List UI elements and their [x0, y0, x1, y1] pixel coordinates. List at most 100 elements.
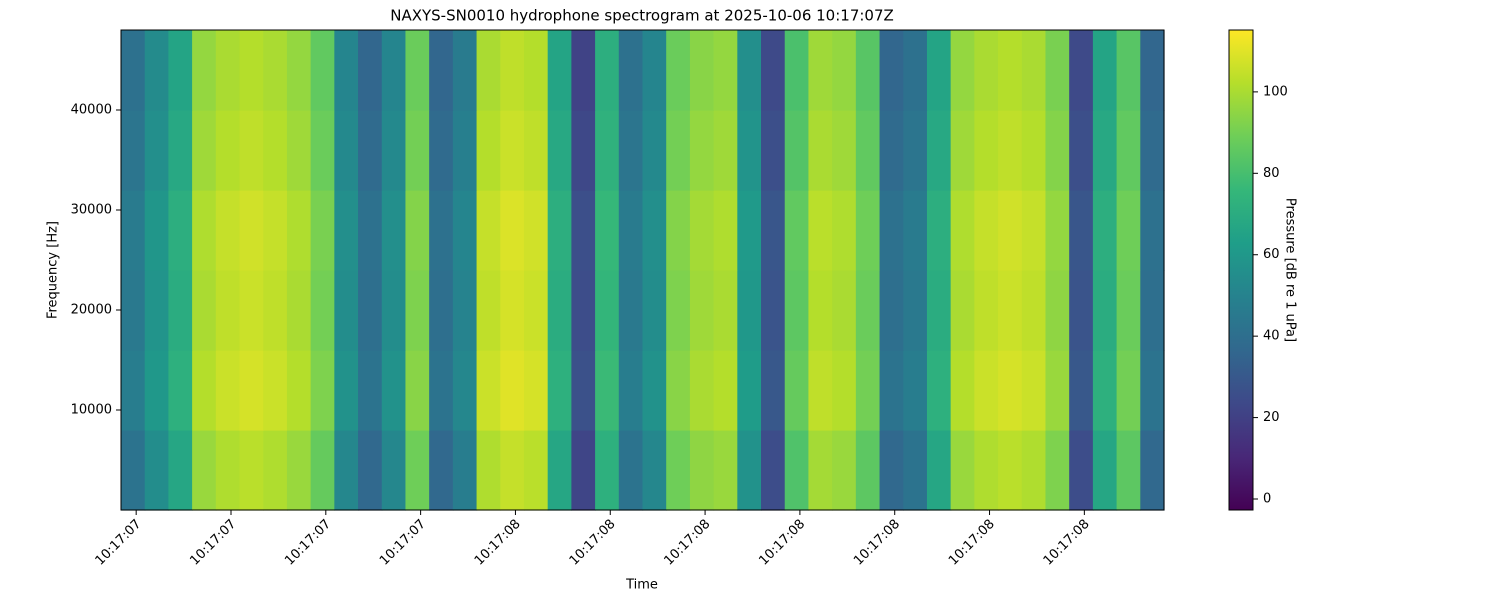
cell [1021, 30, 1047, 111]
cell [761, 190, 786, 271]
cell [547, 430, 572, 511]
cell [642, 190, 667, 271]
cell [855, 350, 881, 431]
cell [595, 190, 620, 271]
cell [737, 430, 762, 511]
cell [950, 190, 975, 271]
cell [666, 110, 691, 191]
cell [286, 270, 312, 351]
cell [215, 30, 241, 111]
cell [500, 430, 525, 511]
cell [547, 190, 572, 271]
cell [144, 350, 170, 431]
cell [926, 430, 952, 511]
cell [381, 110, 407, 191]
y-axis-label: Frequency [Hz] [46, 221, 61, 319]
cell [358, 30, 383, 111]
cell [310, 430, 335, 511]
cell [950, 110, 975, 191]
cell [452, 350, 478, 431]
x-axis-label: Time [625, 578, 658, 593]
cell [998, 30, 1023, 111]
cell [334, 30, 359, 111]
cell [879, 30, 904, 111]
cell [1092, 190, 1118, 271]
cell [784, 350, 810, 431]
cell [239, 350, 264, 431]
cell [832, 30, 857, 111]
cell [452, 190, 478, 271]
cell [950, 270, 975, 351]
cell [926, 270, 952, 351]
cell [1045, 190, 1070, 271]
cell [358, 190, 383, 271]
cell [737, 110, 762, 191]
cell [358, 430, 383, 511]
cell [405, 110, 430, 191]
cell [168, 30, 193, 111]
cell [263, 350, 288, 431]
cell [476, 110, 501, 191]
cell [500, 270, 525, 351]
x-tick-label: 10:17:08 [567, 517, 619, 569]
cell [737, 190, 762, 271]
cell [523, 270, 549, 351]
cell [689, 430, 715, 511]
y-tick-label: 30000 [71, 203, 112, 218]
cell [808, 30, 833, 111]
cell [998, 270, 1023, 351]
cell [286, 190, 312, 271]
cell [1045, 350, 1070, 431]
cell [713, 350, 738, 431]
cell [974, 430, 999, 511]
cell [334, 350, 359, 431]
cell [1092, 430, 1118, 511]
cell [547, 270, 572, 351]
cell [618, 190, 644, 271]
cell [666, 190, 691, 271]
cell [358, 350, 383, 431]
cell [879, 270, 904, 351]
x-tick-label: 10:17:08 [851, 517, 903, 569]
cell [286, 110, 312, 191]
cell [784, 30, 810, 111]
cell [1140, 430, 1165, 511]
cell [239, 110, 264, 191]
cell [263, 190, 288, 271]
cell [523, 30, 549, 111]
cell [286, 430, 312, 511]
cell [808, 190, 833, 271]
y-tick-label: 40000 [71, 103, 112, 118]
cell [215, 430, 241, 511]
cell [500, 30, 525, 111]
cell [903, 110, 928, 191]
cell [642, 110, 667, 191]
cell [334, 430, 359, 511]
cell [713, 110, 738, 191]
cell [998, 430, 1023, 511]
cell [263, 110, 288, 191]
colorbar-tick-label: 0 [1263, 492, 1271, 507]
cell [1092, 270, 1118, 351]
cell [547, 30, 572, 111]
cell [713, 430, 738, 511]
cell [713, 190, 738, 271]
cell [642, 350, 667, 431]
heatmap [121, 30, 1165, 511]
x-tick-label: 10:17:07 [282, 517, 334, 569]
cell [879, 430, 904, 511]
cell [855, 190, 881, 271]
cell [832, 350, 857, 431]
cell [405, 30, 430, 111]
cell [121, 350, 146, 431]
cell [310, 270, 335, 351]
cell [1140, 350, 1165, 431]
cell [1116, 30, 1141, 111]
cell [239, 430, 264, 511]
cell [215, 350, 241, 431]
cell [618, 350, 644, 431]
cell [974, 270, 999, 351]
cell [381, 190, 407, 271]
cell [761, 350, 786, 431]
cell [1021, 110, 1047, 191]
